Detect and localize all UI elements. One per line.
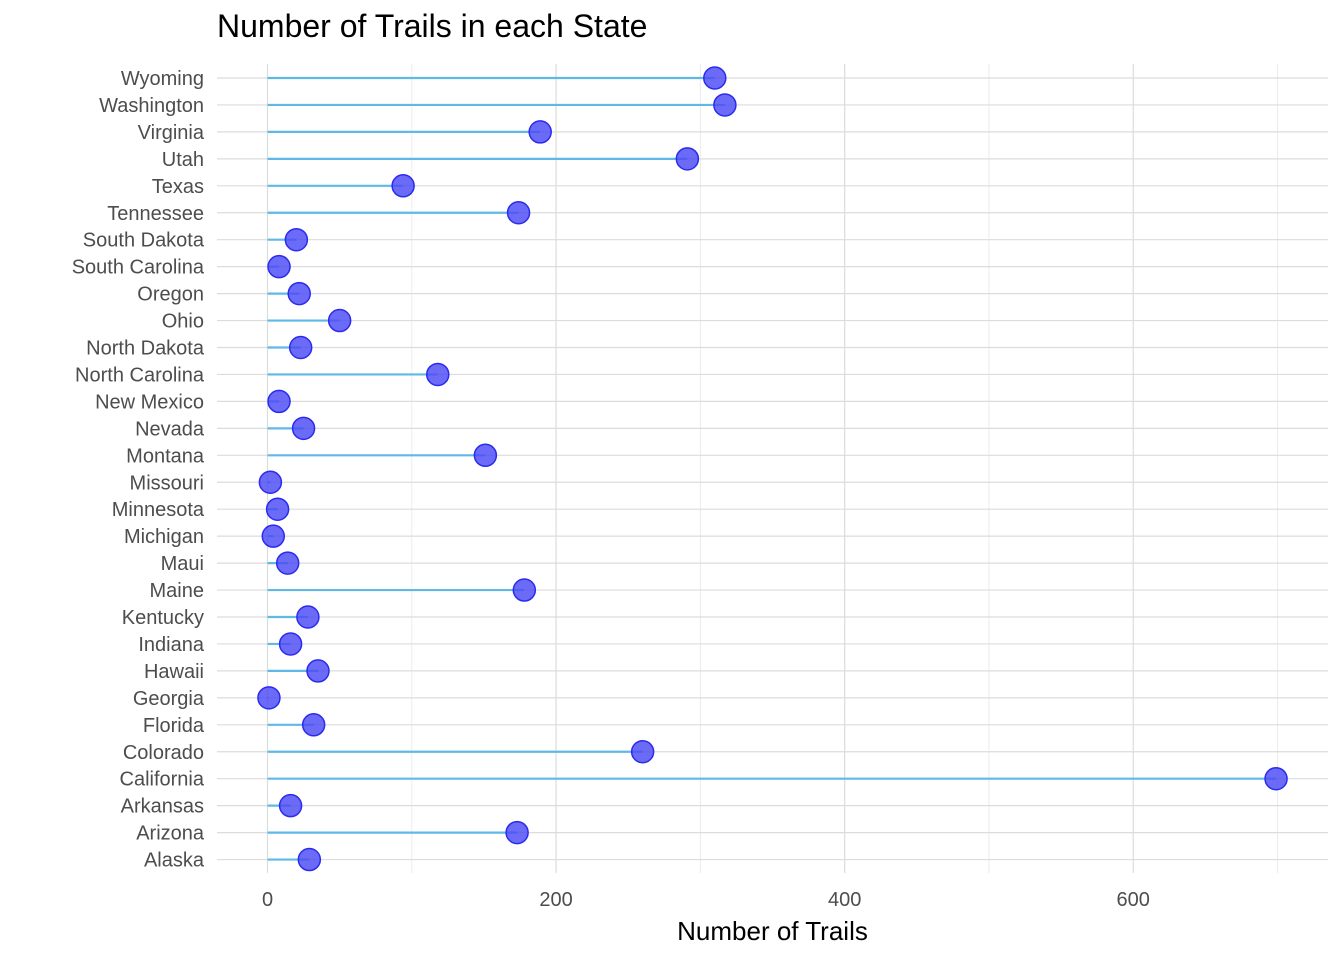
lollipop-point	[512, 578, 537, 602]
lollipop-point	[473, 443, 498, 468]
chart-title: Number of Trails in each State	[217, 8, 648, 44]
y-tick-label: Missouri	[130, 472, 204, 494]
lollipop-point	[287, 281, 311, 306]
y-tick-label: Maine	[150, 580, 204, 602]
lollipop-point	[327, 308, 352, 333]
lollipop-point	[284, 227, 309, 252]
lollipop-point	[275, 551, 300, 575]
y-axis-tick-labels: Wyoming Washington Virginia Utah Texas Tennes…	[72, 68, 205, 872]
y-tick-label: Indiana	[138, 634, 204, 656]
lollipop-point	[675, 147, 700, 171]
y-tick-label: Nevada	[135, 418, 205, 440]
y-tick-label: Washington	[99, 95, 204, 117]
y-tick-label: Kentucky	[122, 607, 204, 629]
lollipop-point	[703, 66, 727, 90]
lollipop-point	[306, 659, 330, 683]
x-tick-label: 200	[539, 889, 572, 911]
y-tick-label: South Carolina	[72, 257, 205, 279]
lollipop-point	[297, 847, 322, 872]
y-tick-label: Texas	[152, 176, 204, 198]
y-tick-label: Michigan	[124, 526, 204, 548]
y-tick-label: South Dakota	[83, 230, 205, 252]
lollipop-point	[391, 174, 415, 198]
lollipop-point	[506, 201, 531, 225]
lollipop-point	[505, 820, 529, 845]
lollipop-point	[267, 254, 291, 279]
y-tick-label: Georgia	[133, 688, 205, 710]
lollipop-point	[257, 686, 281, 710]
y-tick-label: Arizona	[136, 823, 205, 845]
y-tick-label: Ohio	[162, 311, 204, 333]
x-axis-tick-labels: 0 200 400 600	[262, 889, 1150, 911]
y-tick-label: Utah	[162, 149, 204, 171]
y-tick-label: Montana	[126, 445, 205, 467]
lollipop-point	[278, 632, 303, 656]
y-tick-label: New Mexico	[95, 391, 204, 413]
lollipop-point	[261, 524, 286, 548]
y-tick-label: Oregon	[137, 284, 204, 306]
y-tick-label: Maui	[161, 553, 204, 575]
lollipop-point	[291, 416, 316, 441]
lollipop-point	[1264, 766, 1288, 791]
y-tick-label: California	[120, 769, 205, 791]
y-tick-label: Wyoming	[121, 68, 204, 90]
y-tick-label: Hawaii	[144, 661, 204, 683]
lollipop-point	[278, 793, 303, 818]
y-tick-label: Alaska	[144, 850, 205, 872]
y-tick-label: Florida	[143, 715, 205, 737]
y-tick-label: North Carolina	[75, 364, 205, 386]
lollipop-point	[296, 605, 320, 629]
y-tick-label: Virginia	[138, 122, 205, 144]
lollipop-point	[267, 389, 291, 414]
lollipop-point	[265, 497, 290, 521]
y-tick-label: Arkansas	[121, 796, 204, 818]
lollipop-point	[713, 93, 737, 117]
lollipop-point	[528, 120, 552, 144]
lollipop-point	[258, 470, 283, 494]
y-tick-label: Tennessee	[107, 203, 204, 225]
lollipop-point	[288, 335, 313, 360]
y-tick-label: Colorado	[123, 742, 204, 764]
y-tick-label: North Dakota	[86, 338, 205, 360]
lollipop-point	[301, 713, 326, 737]
x-tick-label: 400	[828, 889, 861, 911]
x-tick-label: 600	[1117, 889, 1150, 911]
x-axis-title: Number of Trails	[677, 916, 868, 946]
y-tick-label: Minnesota	[112, 499, 205, 521]
lollipop-point	[630, 740, 655, 764]
lollipop-stems	[267, 76, 1277, 861]
lollipop-point	[426, 362, 450, 387]
x-tick-label: 0	[262, 889, 273, 911]
lollipop-points	[257, 66, 1288, 872]
